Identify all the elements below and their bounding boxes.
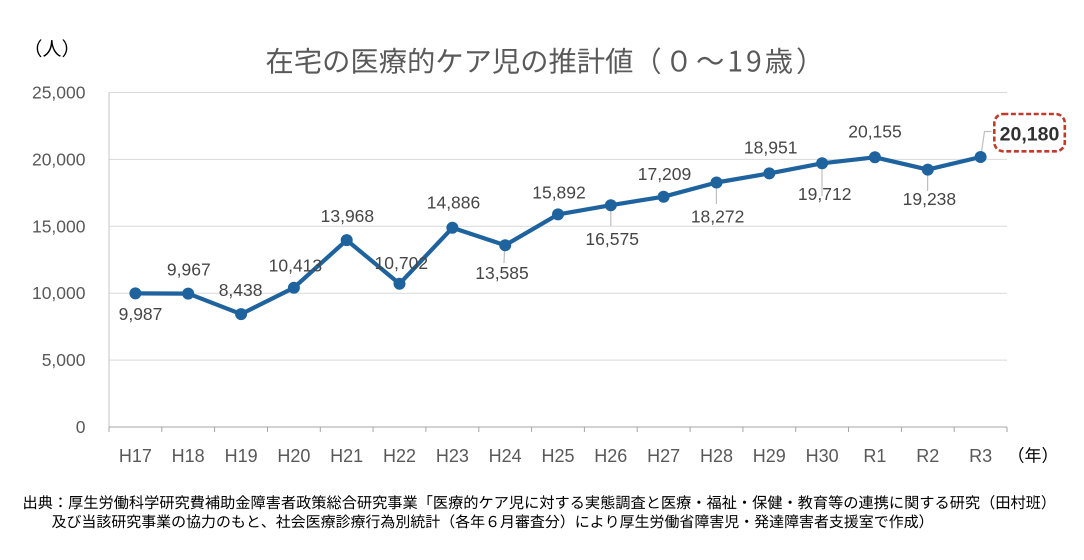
svg-text:R2: R2 <box>916 446 939 466</box>
svg-text:R3: R3 <box>969 446 992 466</box>
svg-text:15,892: 15,892 <box>532 182 586 202</box>
svg-text:H22: H22 <box>383 446 416 466</box>
svg-text:R1: R1 <box>863 446 886 466</box>
svg-text:13,968: 13,968 <box>321 206 375 226</box>
svg-text:H23: H23 <box>436 446 469 466</box>
svg-text:H28: H28 <box>700 446 733 466</box>
svg-text:H30: H30 <box>806 446 839 466</box>
svg-text:16,575: 16,575 <box>585 229 639 249</box>
svg-text:20,000: 20,000 <box>32 149 86 169</box>
svg-text:19,712: 19,712 <box>798 184 852 204</box>
svg-text:15,000: 15,000 <box>32 216 86 236</box>
svg-text:H27: H27 <box>647 446 680 466</box>
svg-text:10,413: 10,413 <box>269 256 323 276</box>
svg-text:H18: H18 <box>172 446 205 466</box>
svg-text:H17: H17 <box>119 446 152 466</box>
svg-text:8,438: 8,438 <box>219 280 263 300</box>
svg-text:20,180: 20,180 <box>1000 123 1060 145</box>
svg-text:H20: H20 <box>277 446 310 466</box>
svg-text:20,155: 20,155 <box>848 121 902 141</box>
svg-text:H26: H26 <box>594 446 627 466</box>
svg-text:H25: H25 <box>541 446 574 466</box>
svg-text:H19: H19 <box>225 446 258 466</box>
svg-text:17,209: 17,209 <box>638 164 692 184</box>
svg-text:14,886: 14,886 <box>427 193 481 213</box>
svg-text:9,987: 9,987 <box>119 304 163 324</box>
svg-text:10,000: 10,000 <box>32 283 86 303</box>
svg-text:10,702: 10,702 <box>375 253 429 273</box>
svg-text:13,585: 13,585 <box>475 263 529 283</box>
svg-text:18,272: 18,272 <box>691 206 745 226</box>
svg-text:18,951: 18,951 <box>744 138 798 158</box>
svg-text:0: 0 <box>76 417 86 437</box>
svg-text:25,000: 25,000 <box>32 83 86 103</box>
svg-text:19,238: 19,238 <box>903 189 957 209</box>
svg-text:H29: H29 <box>753 446 786 466</box>
svg-text:5,000: 5,000 <box>42 350 86 370</box>
svg-text:H21: H21 <box>330 446 363 466</box>
svg-text:9,967: 9,967 <box>167 260 211 280</box>
svg-text:H24: H24 <box>489 446 522 466</box>
